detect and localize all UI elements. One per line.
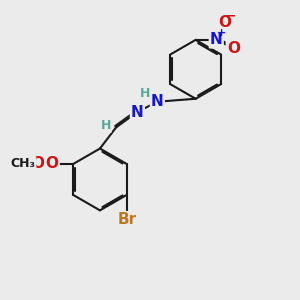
Text: O: O bbox=[218, 15, 231, 30]
Text: N: N bbox=[151, 94, 164, 109]
Text: O: O bbox=[38, 157, 50, 172]
Text: N: N bbox=[210, 32, 223, 47]
Text: N: N bbox=[131, 104, 144, 119]
Text: O: O bbox=[46, 157, 59, 172]
Text: H: H bbox=[100, 119, 111, 132]
Text: H: H bbox=[140, 87, 150, 100]
Text: +: + bbox=[217, 28, 226, 38]
Text: CH₃: CH₃ bbox=[11, 158, 36, 170]
Text: Br: Br bbox=[117, 212, 136, 227]
Text: O: O bbox=[46, 157, 59, 172]
Text: O: O bbox=[31, 157, 44, 172]
Text: O: O bbox=[227, 40, 240, 56]
Text: −: − bbox=[226, 10, 236, 23]
